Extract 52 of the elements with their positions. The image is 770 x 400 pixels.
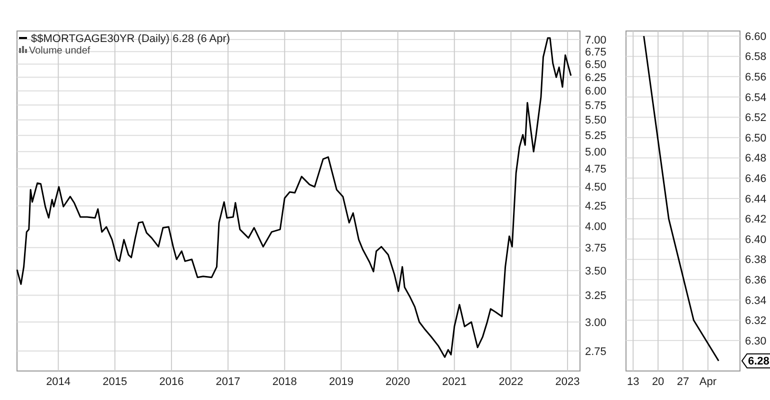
y-tick-label: 6.56 <box>745 72 766 84</box>
y-tick-label: 6.75 <box>585 46 606 58</box>
x-tick-label: 2017 <box>216 376 240 388</box>
y-tick-label: 2.75 <box>585 346 606 358</box>
x-tick-label: 2016 <box>159 376 184 388</box>
y-tick-label: 7.00 <box>585 34 606 46</box>
y-tick-label: 5.75 <box>585 100 606 112</box>
y-tick-label: 5.25 <box>585 130 606 142</box>
x-tick-label: 2020 <box>386 376 410 388</box>
y-tick-label: 6.40 <box>745 234 766 246</box>
line-series <box>643 35 720 362</box>
y-tick-label: 6.42 <box>745 214 766 226</box>
y-tick-label: 6.00 <box>585 86 606 98</box>
y-tick-label: 4.25 <box>585 200 606 213</box>
y-tick-label: 6.38 <box>745 254 766 266</box>
y-tick-label: 6.50 <box>585 59 606 72</box>
y-tick-label: 4.00 <box>585 220 606 233</box>
y-tick-label: 6.36 <box>745 274 766 287</box>
x-tick-label: Apr <box>699 376 717 388</box>
y-tick-label: 6.60 <box>745 30 766 43</box>
y-tick-label: 6.30 <box>745 335 766 348</box>
x-tick-label: 2019 <box>328 376 354 388</box>
y-tick-label: 6.48 <box>745 152 766 165</box>
y-tick-label: 3.25 <box>585 290 606 302</box>
x-tick-label: 13 <box>627 376 640 388</box>
x-tick-label: 27 <box>676 376 690 388</box>
y-tick-label: 6.50 <box>745 132 766 144</box>
y-tick-label: 3.00 <box>585 316 606 329</box>
x-tick-label: 2022 <box>498 376 524 388</box>
y-tick-label: 3.75 <box>585 242 606 254</box>
y-tick-label: 6.54 <box>745 92 766 104</box>
y-tick-label: 6.46 <box>745 173 766 186</box>
x-tick-label: 2014 <box>46 376 71 388</box>
y-tick-label: 6.44 <box>745 193 766 206</box>
x-tick-label: 2023 <box>555 376 580 388</box>
y-tick-label: 6.58 <box>745 51 766 64</box>
x-tick-label: 2021 <box>442 376 467 388</box>
y-tick-label: 3.50 <box>585 265 606 278</box>
y-tick-label: 6.25 <box>585 72 606 84</box>
x-tick-label: 2018 <box>272 376 297 388</box>
y-tick-label: 6.52 <box>745 112 766 124</box>
y-tick-label: 6.34 <box>745 294 766 307</box>
annotation: 6.28 <box>748 356 770 368</box>
y-tick-label: 4.50 <box>585 182 606 194</box>
y-tick-label: 6.32 <box>745 315 766 328</box>
y-tick-label: 4.75 <box>585 164 606 176</box>
y-tick-label: 5.50 <box>585 114 606 127</box>
x-tick-label: 20 <box>652 376 664 388</box>
x-tick-label: 2015 <box>102 376 128 388</box>
legend-label: $$MORTGAGE30YR (Daily) 6.28 (6 Apr) <box>31 32 230 45</box>
annotation: Volume undef <box>29 46 90 56</box>
y-tick-label: 5.00 <box>585 146 606 159</box>
